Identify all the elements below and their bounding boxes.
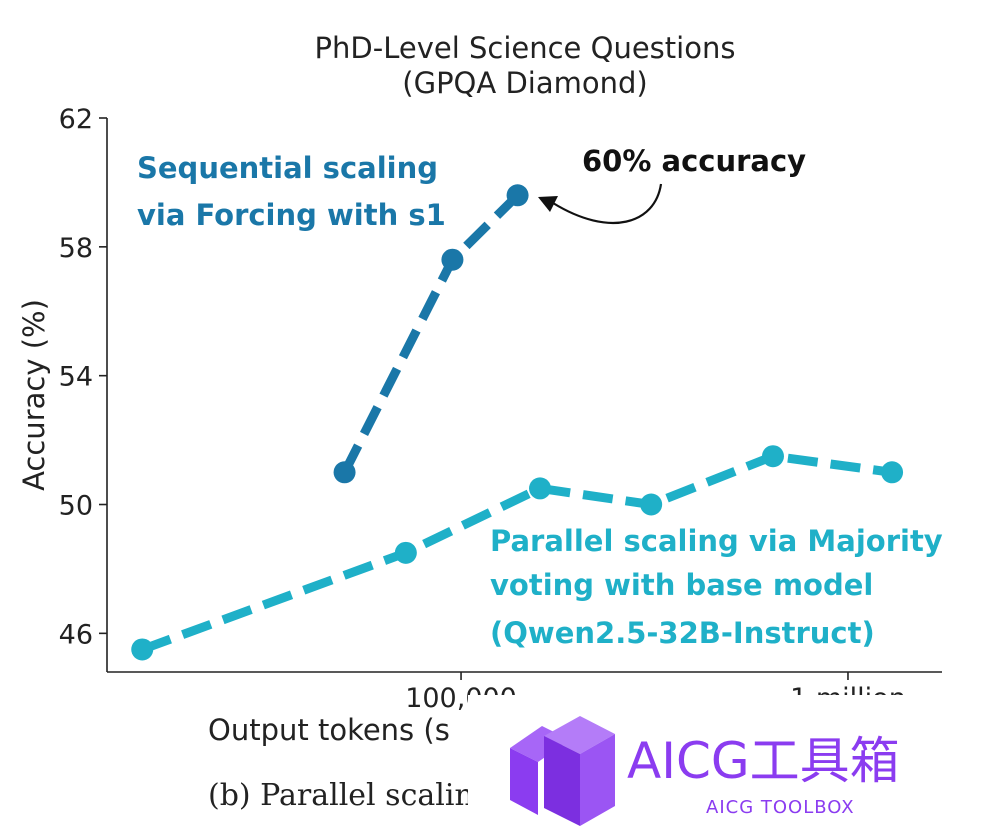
parallel-data-point bbox=[394, 541, 417, 564]
sequential-data-point bbox=[333, 461, 356, 484]
parallel-data-point bbox=[761, 445, 784, 468]
y-tick-label: 62 bbox=[59, 104, 93, 135]
parallel-data-point bbox=[640, 493, 663, 516]
chart-title-line-1: PhD-Level Science Questions bbox=[315, 31, 736, 65]
sequential-series-label-line-2: via Forcing with s1 bbox=[137, 198, 446, 232]
annotation-arrow bbox=[552, 183, 663, 225]
parallel-series-label-line-1: Parallel scaling via Majority bbox=[490, 524, 943, 558]
y-axis-label: Accuracy (%) bbox=[17, 299, 51, 491]
watermark: AICG工具箱 AICG TOOLBOX bbox=[468, 695, 985, 837]
y-tick-label: 58 bbox=[59, 233, 93, 264]
accuracy-annotation: 60% accuracy bbox=[582, 144, 806, 178]
watermark-title: AICG工具箱 bbox=[627, 732, 900, 790]
sequential-series-label-line-1: Sequential scaling bbox=[137, 151, 438, 185]
figure-caption: (b) Parallel scaling bbox=[208, 778, 493, 813]
y-tick-label: 54 bbox=[59, 362, 93, 393]
parallel-data-point bbox=[529, 477, 552, 500]
watermark-subtitle: AICG TOOLBOX bbox=[706, 797, 855, 818]
annotation-arrowhead bbox=[538, 196, 558, 212]
parallel-series-label-line-2: voting with base model bbox=[490, 568, 873, 602]
y-tick-label: 50 bbox=[59, 491, 93, 522]
x-axis-label: Output tokens (s bbox=[208, 713, 450, 747]
sequential-data-point bbox=[441, 248, 464, 271]
parallel-data-point bbox=[881, 461, 904, 484]
sequential-data-point bbox=[506, 184, 529, 207]
chart-title-line-2: (GPQA Diamond) bbox=[402, 66, 647, 100]
watermark-logo-icon bbox=[510, 716, 615, 826]
parallel-data-point bbox=[131, 638, 154, 661]
y-tick-label: 46 bbox=[59, 619, 93, 650]
parallel-series-label-line-3: (Qwen2.5-32B-Instruct) bbox=[490, 616, 875, 650]
series-layer bbox=[131, 184, 904, 661]
parallel-series-line bbox=[140, 451, 893, 654]
sequential-series-line bbox=[340, 192, 521, 475]
